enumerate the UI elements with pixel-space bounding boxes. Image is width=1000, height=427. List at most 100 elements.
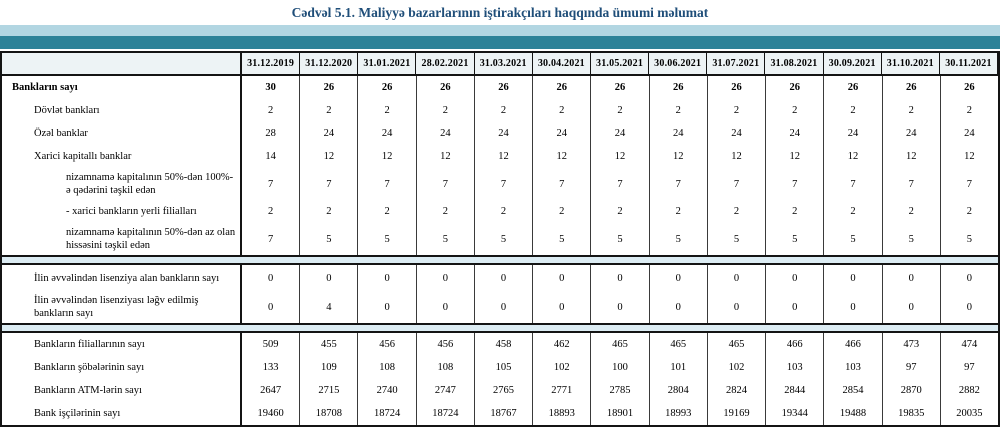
cell-value: 2 [300,200,359,223]
cell-value: 100 [591,356,650,379]
page-title: Cədvəl 5.1. Maliyyə bazarlarının iştirak… [291,5,709,20]
column-header: 31.01.2021 [358,53,417,74]
table-section-banks: Bankların sayı 30 26 26 26 26 26 26 26 26 26 26 26 2… [2,76,998,257]
cell-value: 473 [883,333,941,356]
cell-value: 0 [533,265,592,291]
cell-value: 24 [964,128,975,139]
cell-value: 103 [824,356,883,379]
column-header: 31.12.2019 [242,53,301,74]
cell-value: 12 [300,145,359,168]
cell-value: 26 [591,76,650,99]
cell-value: 0 [708,291,767,323]
cell-value: 5 [966,233,973,245]
cell-value: 18901 [591,402,650,425]
cell-value: 474 [961,339,978,350]
cell-value: 26 [964,82,975,93]
row-label: Bankların şöbələrinin sayı [2,356,242,379]
cell-value: 2 [766,99,825,122]
table-section-network: Bankların filiallarının sayı 509 455 456 45… [2,333,998,425]
cell-value: 456 [358,333,417,356]
cell-value: 7 [708,168,767,200]
cell-value: 103 [766,356,825,379]
cell-value: 2 [824,200,883,223]
cell-value: 4 [300,291,359,323]
row-label: Bankların ATM-lərin sayı [2,379,242,402]
cell-value: 7 [300,168,359,200]
cell-value: 18708 [300,402,359,425]
cell-value: 7 [824,168,883,200]
cell-value: 12 [417,145,475,168]
cell-value: 28 [242,122,301,145]
table-row: Bank işçilərinin sayı 19460 18708 18724 187… [2,402,998,425]
cell-value: 2 [824,99,883,122]
cell-value: 12 [475,145,534,168]
cell-value: 2765 [475,379,534,402]
cell-value: 24 [883,122,941,145]
table-row: Bankların sayı 30 26 26 26 26 26 26 26 26 26 26 26 2… [2,76,998,99]
cell-value: 0 [358,291,417,323]
cell-value: 26 [766,76,825,99]
cell-value: 20035 [956,408,983,419]
cell-value: 7 [650,168,708,200]
cell-value: 108 [417,356,475,379]
decorative-band-light [0,25,1000,36]
cell-value: 12 [708,145,767,168]
cell-value: 26 [417,76,475,99]
cell-value: 18993 [650,402,708,425]
cell-value: 108 [358,356,417,379]
table-row: İlin əvvəlindən lisenziya alan bankların… [2,265,998,291]
cell-value: 466 [766,333,825,356]
cell-value: 0 [883,291,941,323]
cell-value: 0 [300,265,359,291]
cell-value: 102 [708,356,767,379]
cell-value: 97 [883,356,941,379]
cell-value: 5 [650,223,708,255]
cell-value: 0 [417,265,475,291]
column-header: 30.11.2021 [940,53,999,74]
cell-value: 2 [883,200,941,223]
row-label: İlin əvvəlindən lisenziya alan bankların… [2,265,242,291]
cell-value: 12 [824,145,883,168]
cell-value: 2 [708,99,767,122]
row-label: - xarici bankların yerli filialları [2,200,242,223]
cell-value: 2 [533,99,592,122]
cell-value: 12 [358,145,417,168]
cell-value: 26 [824,76,883,99]
cell-value: 5 [533,223,592,255]
data-table: 31.12.2019 31.12.2020 31.01.2021 28.02.2021… [0,51,1000,427]
table-row: Xarici kapitallı banklar 14 12 12 12 12 12 12 1… [2,145,998,168]
table-row: Bankların ATM-lərin sayı 2647 2715 2740 274… [2,379,998,402]
cell-value: 2 [242,200,301,223]
cell-value: 24 [766,122,825,145]
column-header: 31.07.2021 [707,53,766,74]
column-header: 28.02.2021 [416,53,475,74]
cell-value: 5 [417,223,475,255]
cell-value: 18724 [358,402,417,425]
cell-value: 5 [766,223,825,255]
cell-value: 12 [766,145,825,168]
column-header: 31.10.2021 [882,53,940,74]
cell-value: 2 [475,200,534,223]
cell-value: 24 [358,122,417,145]
cell-value: 26 [708,76,767,99]
cell-value: 5 [883,223,941,255]
cell-value: 2882 [958,385,980,396]
cell-value: 5 [591,223,650,255]
cell-value: 7 [966,178,973,190]
section-spacer [2,325,998,333]
table-row: nizamnamə kapitalının 50%-dən 100%-ə qəd… [2,168,998,200]
cell-value: 2 [358,99,417,122]
cell-value: 2647 [242,379,301,402]
cell-value: 455 [300,333,359,356]
cell-value: 26 [300,76,359,99]
column-header: 31.03.2021 [475,53,533,74]
cell-value: 12 [883,145,941,168]
cell-value: 12 [533,145,592,168]
cell-value: 0 [475,265,534,291]
cell-value: 0 [242,265,301,291]
cell-value: 7 [766,168,825,200]
cell-value: 2 [591,200,650,223]
cell-value: 19344 [766,402,825,425]
cell-value: 0 [475,291,534,323]
cell-value: 2 [242,99,301,122]
